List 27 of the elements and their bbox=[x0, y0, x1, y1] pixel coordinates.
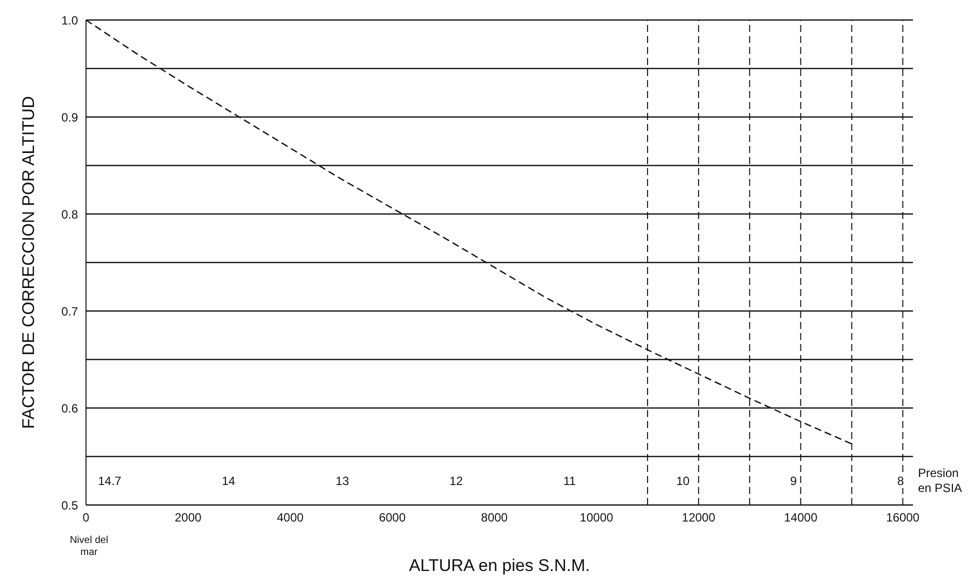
text: Nivel del mar bbox=[68, 535, 110, 559]
x-tick-label: 0 bbox=[82, 510, 90, 525]
annotation: 14.7 bbox=[96, 474, 124, 488]
x-tick-label: 10000 bbox=[580, 510, 614, 525]
y-tick-label: 1.0 bbox=[61, 13, 78, 28]
y-tick-label: 0.8 bbox=[61, 207, 78, 222]
y-tick-label: 0.6 bbox=[61, 401, 78, 416]
y-tick-label: 0.5 bbox=[61, 498, 78, 512]
annotation: 11 bbox=[561, 474, 578, 488]
x-tick-label: 16000 bbox=[886, 510, 920, 525]
text: Presion en PSIA bbox=[918, 466, 964, 496]
x-tick-label: 12000 bbox=[682, 510, 716, 525]
x-tick-label: 14000 bbox=[784, 510, 818, 525]
y-axis-title: FACTOR DE CORRECCION POR ALTITUD bbox=[19, 96, 38, 429]
annotation: 13 bbox=[334, 474, 352, 488]
annotation: 12 bbox=[447, 474, 465, 488]
y-tick-label: 0.9 bbox=[61, 110, 78, 124]
annotation: 14 bbox=[220, 474, 238, 488]
annotation: 8 bbox=[895, 474, 906, 488]
x-tick-label: 6000 bbox=[378, 510, 406, 525]
x-tick-label: 4000 bbox=[276, 510, 304, 525]
annotation: 9 bbox=[788, 474, 799, 488]
x-tick-label: 2000 bbox=[174, 510, 202, 525]
y-tick-label: 0.7 bbox=[61, 304, 78, 318]
x-axis-title: ALTURA en pies S.N.M. bbox=[408, 556, 590, 575]
annotation: 10 bbox=[674, 474, 692, 488]
x-tick-label: 8000 bbox=[481, 510, 508, 525]
